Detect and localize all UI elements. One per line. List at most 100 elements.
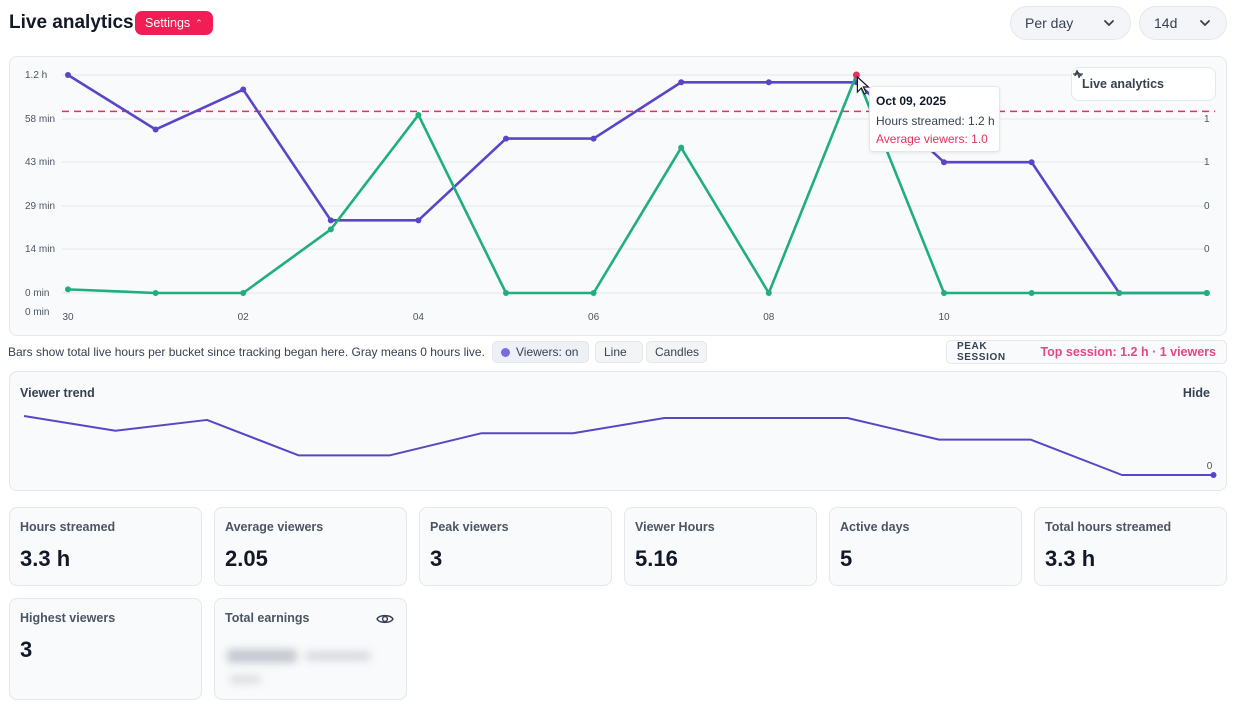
stat-label: Peak viewers (430, 520, 509, 534)
stat-value: 3 (20, 637, 33, 662)
chevron-up-icon (1074, 71, 1082, 77)
hours-series-line (67, 73, 1207, 295)
viewers-point (1116, 290, 1123, 296)
trend-canvas: 0 (23, 415, 1217, 478)
viewers-point (415, 111, 422, 118)
viewers-point (765, 290, 772, 296)
viewers-point (65, 286, 71, 293)
range-select[interactable]: 14d (1139, 6, 1227, 40)
viewers-series-line (67, 73, 1207, 295)
stat-label: Total hours streamed (1045, 520, 1172, 534)
tooltip-hours: Hours streamed: 1.2 h (876, 114, 995, 128)
viewers-point (503, 290, 509, 296)
stat-card-average-viewers: Average viewers 2.05 (214, 507, 407, 586)
viewer-trend-panel: Viewer trend Hide 0 (9, 371, 1227, 491)
chart-canvas: 1.2 h 58 min 43 min 29 min 14 min 0 min 0 min 1… (25, 70, 1215, 323)
eye-icon[interactable] (376, 612, 394, 626)
settings-label: Settings (145, 16, 191, 30)
y2-tick-label: 1 (1204, 157, 1210, 168)
viewers-toggle-chip[interactable]: Viewers: on (492, 341, 589, 363)
stat-card-peak-viewers: Peak viewers 3 (419, 507, 612, 586)
y-tick-label: 0 min (25, 307, 49, 318)
legend-toggle-button[interactable]: Live analytics (1071, 67, 1216, 101)
stat-card-viewer-hours: Viewer Hours 5.16 (624, 507, 817, 586)
hours-point (941, 159, 947, 166)
hours-point (65, 72, 71, 78)
stat-value: 3.3 h (1045, 546, 1096, 571)
stat-label: Average viewers (225, 520, 324, 534)
stat-value: 3 (430, 546, 443, 571)
chart-caption: Bars show total live hours per bucket si… (8, 345, 485, 359)
viewers-point (1203, 290, 1210, 296)
page-title: Live analytics (9, 12, 134, 33)
y-tick-label: 58 min (25, 114, 55, 125)
line-mode-chip[interactable]: Line (595, 341, 643, 363)
mouse-cursor-icon (856, 75, 870, 95)
peak-session-value: Top session: 1.2 h · 1 viewers (1040, 345, 1216, 359)
activity-icon (1073, 69, 1083, 79)
viewers-point (240, 290, 247, 296)
stat-value: 3.3 h (20, 546, 71, 571)
chevron-down-icon (1200, 20, 1210, 26)
x-tick-label: 06 (588, 312, 600, 323)
hours-point (152, 126, 159, 133)
viewers-point (590, 290, 597, 296)
period-select[interactable]: Per day (1010, 6, 1131, 40)
viewers-chip-label: Viewers: on (516, 345, 579, 359)
viewer-trend-line (23, 415, 1214, 476)
hours-point (327, 217, 334, 224)
stat-value: 2.05 (225, 546, 268, 571)
hours-point (240, 86, 247, 93)
x-tick-label: 04 (413, 312, 425, 323)
header: Live analytics Settings ⌃ Per day 14d (9, 6, 1227, 40)
tooltip-date: Oct 09, 2025 (876, 94, 947, 108)
x-tick-label: 30 (62, 312, 74, 323)
candles-chip-label: Candles (655, 345, 700, 359)
candles-mode-chip[interactable]: Candles (646, 341, 707, 363)
stat-label: Total earnings (225, 611, 310, 625)
chevron-down-icon (1104, 20, 1114, 26)
settings-button[interactable]: Settings ⌃ (135, 11, 213, 35)
x-tick-label: 02 (238, 312, 250, 323)
viewer-trend-title: Viewer trend (20, 386, 95, 400)
hours-point (678, 79, 685, 86)
stat-label: Active days (840, 520, 910, 534)
stat-value: 5 (840, 546, 853, 571)
hours-point (503, 135, 509, 142)
y-tick-label: 29 min (25, 201, 55, 212)
y2-tick-label: 1 (1204, 114, 1210, 125)
hours-point (590, 135, 597, 142)
stat-card-active-days: Active days 5 (829, 507, 1022, 586)
viewers-dot-icon (501, 347, 510, 357)
y2-tick-label: 0 (1204, 244, 1210, 255)
stat-label: Viewer Hours (635, 520, 715, 534)
stat-card-hours-streamed: Hours streamed 3.3 h (9, 507, 202, 586)
y2-tick-label: 0 (1204, 201, 1210, 212)
viewers-point (327, 226, 334, 233)
legend-toggle-label: Live analytics (1082, 77, 1164, 91)
y-tick-label: 1.2 h (25, 70, 47, 81)
stat-card-total-earnings: Total earnings (214, 598, 407, 700)
y-tick-label: 14 min (25, 244, 55, 255)
range-select-value: 14d (1154, 15, 1178, 31)
stat-value: 5.16 (635, 546, 678, 571)
hours-point (765, 79, 772, 86)
stat-label: Highest viewers (20, 611, 116, 625)
y-tick-label: 43 min (25, 157, 55, 168)
chevron-up-icon: ⌃ (195, 17, 203, 28)
viewer-trend-end-point (1210, 472, 1217, 478)
chart-controls: Bars show total live hours per bucket si… (8, 340, 1227, 364)
x-tick-label: 10 (938, 312, 950, 323)
tooltip-average: Average viewers: 1.0 (876, 132, 988, 146)
live-analytics-chart[interactable]: 1.2 h 58 min 43 min 29 min 14 min 0 min 0 min 1… (9, 56, 1227, 336)
viewers-point (152, 290, 159, 296)
x-tick-label: 08 (763, 312, 775, 323)
line-chip-label: Line (604, 345, 627, 359)
viewer-trend-end-label: 0 (1207, 461, 1213, 472)
stat-card-highest-viewers: Highest viewers 3 (9, 598, 202, 700)
viewers-point (852, 71, 860, 79)
viewers-point (941, 290, 947, 296)
peak-session-label: PEAK SESSION (957, 341, 1006, 363)
chart-tooltip: Oct 09, 2025 Hours streamed: 1.2 h Avera… (869, 86, 1000, 152)
hide-trend-button[interactable]: Hide (1182, 386, 1210, 400)
